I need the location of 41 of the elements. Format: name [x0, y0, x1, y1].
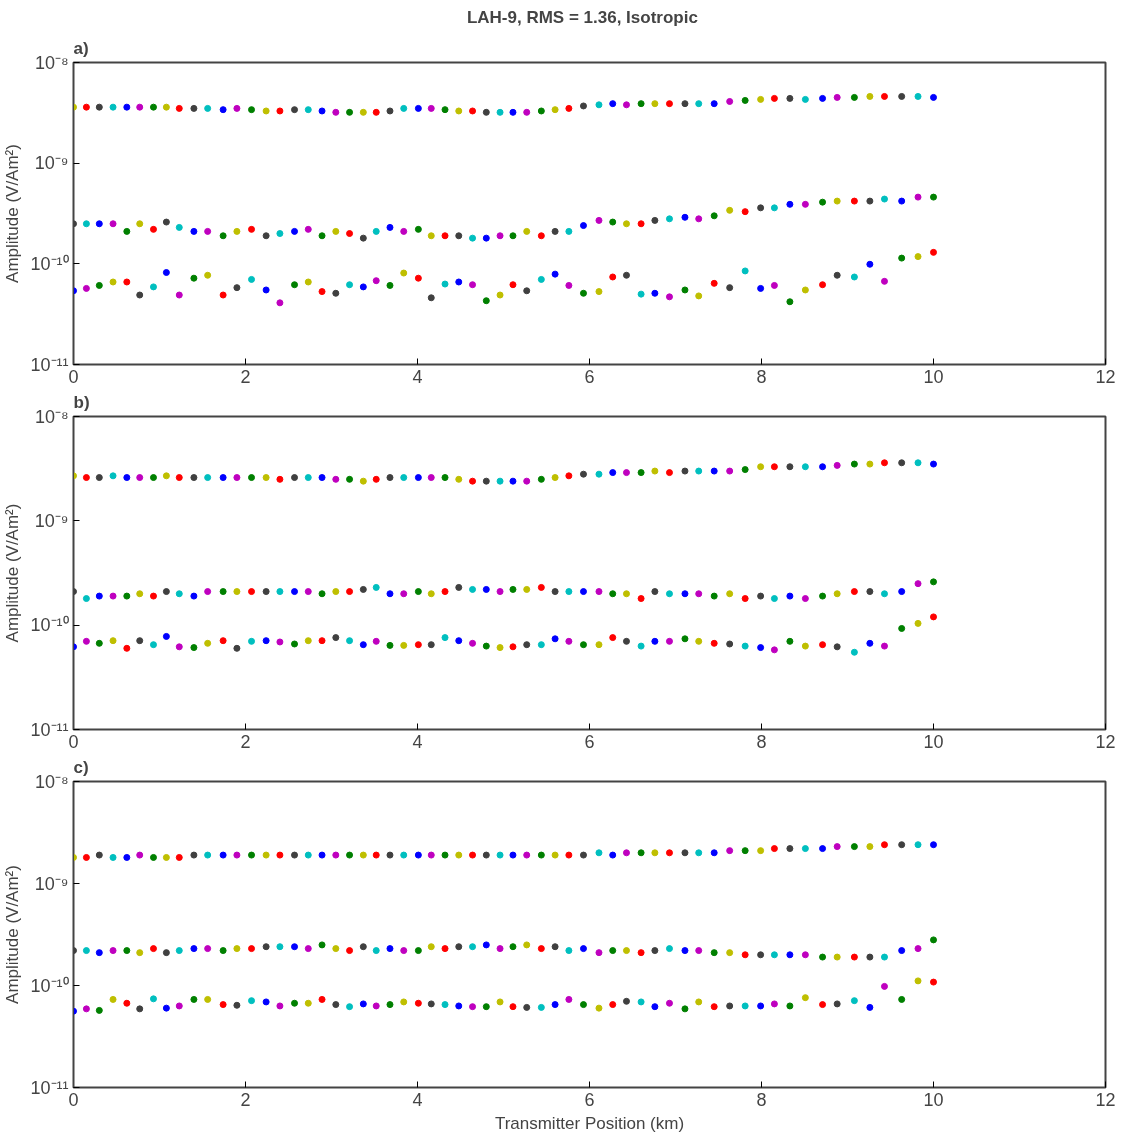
x-tick-label: 0	[68, 366, 79, 387]
x-tick-label: 6	[584, 731, 595, 752]
x-tick-label: 2	[240, 1089, 251, 1110]
y-tick-label: 10⁻⁹	[34, 873, 69, 894]
x-tick-label: 10	[923, 366, 944, 387]
x-axis-title: Transmitter Position (km)	[494, 1113, 685, 1133]
x-tick-label: 4	[412, 1089, 423, 1110]
x-tick-label: 2	[240, 366, 251, 387]
x-tick-label: 12	[1095, 1089, 1116, 1110]
y-tick-label: 10⁻¹¹	[30, 1077, 69, 1098]
text: b)	[73, 392, 90, 412]
y-tick-label: 10⁻¹⁰	[30, 975, 69, 996]
x-tick-label: 8	[756, 366, 767, 387]
y-tick-label: 10⁻⁹	[34, 153, 69, 174]
y-tick-label: 10⁻⁸	[34, 406, 69, 427]
x-tick-label: 12	[1095, 366, 1116, 387]
x-tick-label: 12	[1095, 731, 1116, 752]
y-tick-label: 10⁻¹⁰	[30, 615, 69, 636]
x-tick-label: 8	[756, 1089, 767, 1110]
y-tick-label: 10⁻⁸	[34, 771, 69, 792]
x-tick-label: 2	[240, 731, 251, 752]
y-axis-title: Amplitude (V/Am²)	[3, 865, 23, 1004]
x-tick-label: 10	[923, 1089, 944, 1110]
x-tick-label: 4	[412, 731, 423, 752]
y-tick-label: 10⁻¹¹	[30, 719, 69, 740]
y-tick-label: 10⁻⁹	[34, 510, 69, 531]
x-tick-label: 10	[923, 731, 944, 752]
x-tick-label: 6	[584, 366, 595, 387]
x-tick-label: 4	[412, 366, 423, 387]
x-tick-label: 0	[68, 1089, 79, 1110]
text: c)	[73, 757, 89, 777]
x-tick-label: 0	[68, 731, 79, 752]
y-tick-label: 10⁻⁸	[34, 52, 69, 73]
y-axis-title: Amplitude (V/Am²)	[3, 144, 23, 283]
chart-title: LAH-9, RMS = 1.36, Isotropic	[466, 7, 698, 27]
y-tick-label: 10⁻¹¹	[30, 354, 69, 375]
x-tick-label: 8	[756, 731, 767, 752]
y-axis-title: Amplitude (V/Am²)	[3, 503, 23, 643]
x-tick-label: 6	[584, 1089, 595, 1110]
y-tick-label: 10⁻¹⁰	[30, 253, 69, 274]
text: a)	[73, 38, 89, 58]
